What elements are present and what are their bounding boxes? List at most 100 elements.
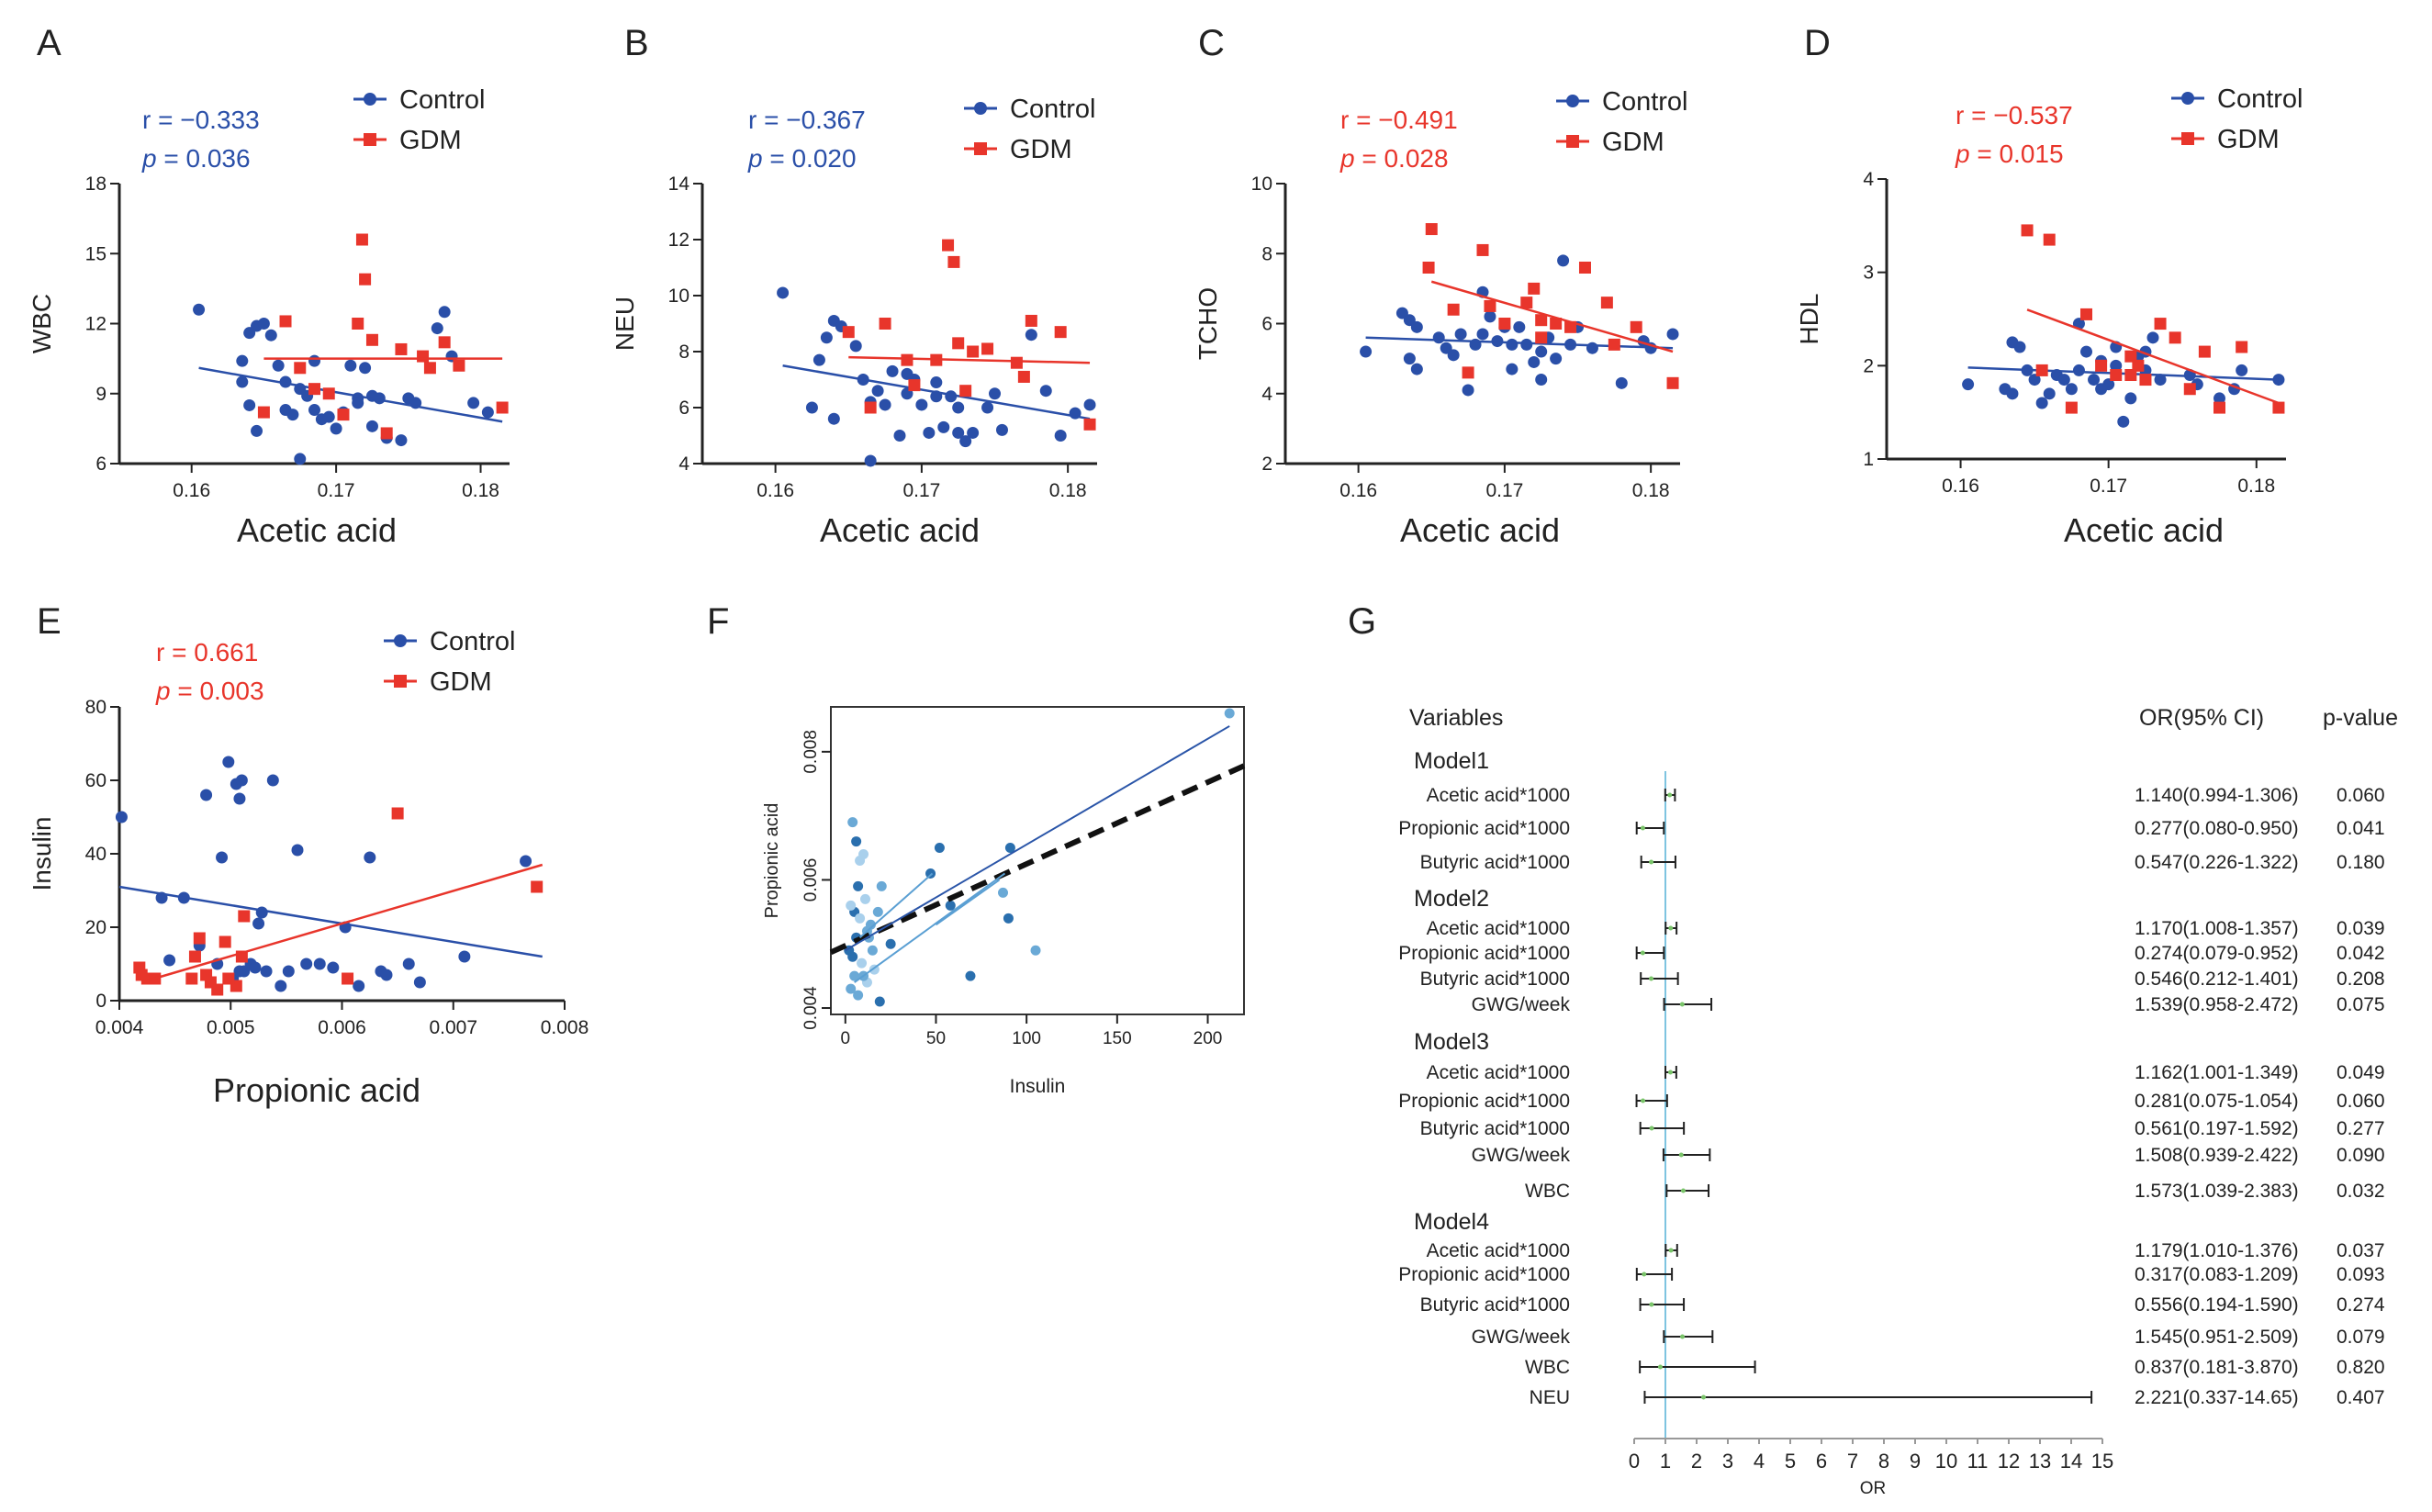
variable-label: Propionic acid*1000 (1398, 943, 1570, 964)
data-point-gdm (342, 972, 354, 985)
plot-frame (830, 706, 1245, 1015)
x-tick-label: 0.17 (318, 480, 355, 501)
data-point-control (1054, 430, 1067, 442)
forest-x-tick-label: 2 (1691, 1450, 1702, 1473)
data-point-gdm (1484, 299, 1496, 312)
data-point-gdm (453, 359, 465, 372)
data-point-control (1360, 345, 1373, 358)
y-tick-label: 10 (1251, 174, 1272, 195)
data-point-gdm (395, 342, 408, 355)
data-point-control (233, 792, 246, 805)
panel-B: B 0.16 0.17 0.18 4 6 8 10 12 14 Acetic acid NEU r = … (611, 23, 1097, 549)
data-point-control (438, 306, 451, 319)
panel-C: C 0.16 0.17 0.18 2 4 6 8 10 Acetic acid TCHO r = −0… (1194, 23, 1688, 549)
or-point (1680, 1334, 1686, 1339)
data-point-control (1083, 398, 1096, 411)
data-point (846, 983, 857, 994)
forest-x-tick-label: 0 (1629, 1450, 1640, 1473)
data-point-control (2035, 397, 2048, 409)
fit-line-fit-light-1 (854, 872, 1006, 983)
data-point-gdm (211, 983, 224, 996)
p-value-text: 0.180 (2337, 852, 2385, 873)
y-axis-label: WBC (28, 294, 56, 353)
data-point-control (1410, 363, 1423, 375)
data-point-control (1484, 310, 1496, 323)
or-point (1680, 1188, 1686, 1193)
data-point-control (959, 435, 972, 448)
p-value-text: 0.049 (2337, 1062, 2385, 1083)
data-point-control (163, 954, 176, 967)
data-point-control (1557, 254, 1570, 267)
data-point-gdm (2272, 401, 2285, 414)
y-tick-label: 4 (678, 454, 689, 475)
x-tick-label: 0.18 (1049, 480, 1087, 501)
p-value-text: 0.407 (2337, 1387, 2385, 1408)
fit-line-control (1365, 336, 1674, 350)
variable-label: Acetic acid*1000 (1427, 918, 1570, 939)
forest-x-tick-label: 8 (1878, 1450, 1889, 1473)
y-tick-label: 1 (1863, 449, 1874, 470)
data-point (1224, 708, 1235, 719)
data-point-control (266, 774, 279, 787)
data-point-gdm (279, 315, 292, 328)
p-value-text: 0.039 (2337, 918, 2385, 939)
variable-label: Acetic acid*1000 (1427, 785, 1570, 806)
data-point-control (431, 322, 443, 335)
y-tick-label: 4 (1261, 384, 1272, 405)
data-point-control (1615, 376, 1628, 389)
variable-label: GWG/week (1472, 1145, 1571, 1166)
y-tick-label: 20 (85, 917, 106, 938)
p-value-text: 0.042 (2337, 943, 2385, 964)
y-tick-label: 3 (1863, 263, 1874, 284)
or-ci-text: 0.561(0.197-1.592) (2135, 1118, 2299, 1139)
data-point-control (886, 364, 899, 377)
data-point (1003, 913, 1014, 924)
stat-r: r = −0.537 (1956, 101, 2073, 129)
y-axis-label: HDL (1795, 293, 1823, 344)
x-tick-label: 150 (1103, 1029, 1132, 1048)
variable-label: Acetic acid*1000 (1427, 1062, 1570, 1083)
data-point-gdm (2043, 233, 2056, 246)
x-tick-label: 0.007 (429, 1017, 477, 1038)
data-point (874, 996, 885, 1007)
p-value-text: 0.093 (2337, 1264, 2385, 1285)
x-tick-label: 0.17 (1485, 480, 1523, 501)
panel-G: G Variables OR(95% CI) p-value Model1 Acetic … (1348, 601, 2398, 1498)
data-point-control (291, 844, 304, 857)
data-point-gdm (423, 362, 436, 375)
data-point-gdm (1528, 282, 1541, 295)
forest-x-tick-label: 15 (2091, 1450, 2113, 1473)
data-point-control (365, 420, 378, 432)
data-point-gdm (2095, 359, 2108, 372)
data-point-gdm (1498, 318, 1511, 330)
variable-label: Butyric acid*1000 (1420, 1294, 1570, 1316)
data-point-gdm (355, 233, 368, 246)
data-point-control (2124, 392, 2137, 405)
data-point-gdm (188, 950, 201, 963)
data-point-control (777, 286, 790, 299)
data-point (872, 906, 883, 917)
data-point-gdm (1630, 320, 1642, 333)
data-point-gdm (1535, 331, 1548, 344)
legend-marker-gdm (974, 142, 987, 155)
y-tick-label: 0.008 (801, 730, 821, 774)
data-point-gdm (879, 318, 891, 330)
legend-marker-gdm (394, 675, 407, 688)
data-point-control (359, 362, 372, 375)
data-point-gdm (2236, 341, 2248, 353)
data-point-control (255, 906, 268, 919)
or-point (1668, 1248, 1674, 1253)
y-tick-label: 9 (95, 384, 106, 405)
data-point-control (1462, 384, 1474, 397)
data-point-control (233, 965, 246, 978)
data-point-control (901, 367, 913, 380)
or-ci-text: 0.547(0.226-1.322) (2135, 852, 2299, 873)
variable-label: GWG/week (1472, 994, 1571, 1015)
data-point-gdm (2035, 364, 2048, 376)
legend-label-control: Control (430, 627, 516, 656)
data-point (867, 945, 878, 956)
p-value-text: 0.274 (2337, 1294, 2385, 1316)
data-point-control (981, 401, 994, 414)
stat-p: p = 0.003 (155, 677, 264, 705)
data-point-control (1962, 378, 1975, 391)
